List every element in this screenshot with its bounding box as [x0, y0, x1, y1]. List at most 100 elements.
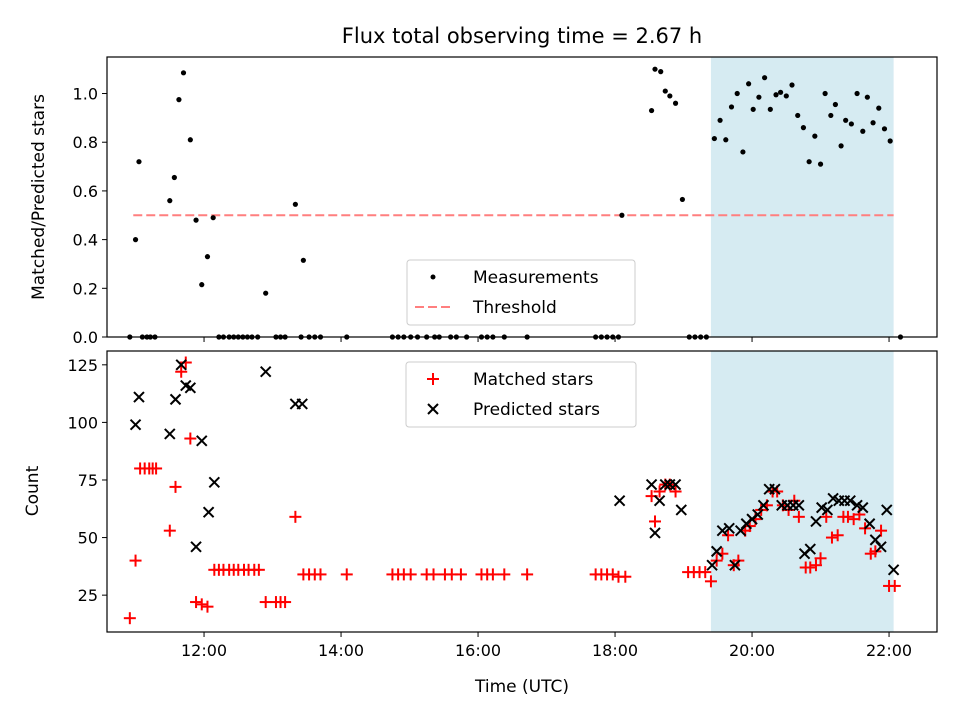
count-x-tick-label: 12:00	[181, 641, 227, 660]
measurement-point	[667, 93, 673, 99]
measurement-point	[658, 69, 664, 75]
predicted-point	[769, 483, 781, 495]
matched-point	[498, 568, 511, 581]
matched-point	[653, 485, 666, 498]
measurement-point	[711, 135, 717, 142]
chart-title: Flux total observing time = 2.67 h	[342, 24, 702, 48]
predicted-point	[757, 499, 770, 512]
count-points	[123, 356, 901, 625]
count-panel: 25 50 75 100 125 12:00 14:00 16:00 18:00 20:00 22…	[23, 350, 938, 697]
measurement-point	[263, 290, 269, 296]
measurement-point	[795, 112, 801, 119]
measurement-point	[887, 138, 893, 144]
measurement-point	[728, 104, 735, 110]
measurement-point	[828, 112, 834, 119]
measurement-point	[777, 89, 784, 95]
count-y-axis-label: Count	[23, 465, 43, 516]
measurement-point	[662, 88, 668, 94]
measurement-point	[750, 106, 756, 112]
count-x-tick-label: 22:00	[866, 641, 912, 660]
predicted-point	[659, 478, 671, 491]
measurement-point	[812, 133, 818, 139]
legend-measurements-label: Measurements	[473, 268, 599, 288]
predicted-point	[821, 504, 834, 516]
measurement-point	[176, 97, 182, 103]
matched-point	[875, 524, 888, 537]
measurement-point	[734, 90, 740, 97]
count-y-ticks: 25 50 75 100 125	[67, 356, 107, 605]
count-y-tick-label: 50	[78, 529, 98, 548]
measurement-point	[860, 128, 866, 134]
count-plot-frame	[106, 350, 938, 633]
measurement-point	[187, 137, 193, 143]
matched-point	[831, 529, 844, 542]
matched-point	[201, 600, 214, 613]
legend-predicted-label: Predicted stars	[473, 400, 600, 420]
matched-point	[123, 612, 136, 625]
matched-point	[704, 575, 717, 588]
matched-point	[792, 510, 805, 523]
count-x-tick-label: 14:00	[318, 641, 364, 660]
measurement-point	[773, 92, 779, 98]
count-x-ticks: 12:00 14:00 16:00 18:00 20:00 22:00	[181, 632, 912, 660]
matched-point	[179, 356, 192, 369]
matched-point	[869, 545, 882, 558]
legend-predicted-marker	[427, 403, 439, 415]
predicted-point	[716, 524, 729, 537]
predicted-point	[881, 504, 893, 516]
matched-point	[150, 462, 163, 475]
matched-point	[888, 579, 901, 592]
ratio-plot-frame	[106, 56, 938, 338]
observing-window-span-top	[710, 57, 894, 337]
measurement-point	[870, 120, 876, 126]
predicted-point	[129, 418, 142, 431]
measurement-point	[843, 117, 849, 123]
ratio-y-tick-label: 0.4	[73, 231, 98, 250]
matched-point	[252, 563, 265, 576]
measurement-point	[180, 70, 187, 76]
measurement-point	[838, 143, 844, 149]
count-legend-box	[405, 361, 637, 428]
x-axis-label: Time (UTC)	[474, 677, 569, 697]
measurement-point	[789, 82, 795, 88]
predicted-point	[613, 495, 626, 507]
measurement-point	[717, 117, 723, 123]
predicted-point	[208, 476, 221, 488]
count-y-tick-label: 25	[78, 586, 98, 605]
predicted-point	[857, 501, 869, 514]
measurement-point	[210, 215, 216, 221]
ratio-legend-box	[406, 259, 636, 326]
observing-window-span-bottom	[710, 351, 894, 632]
measurement-point	[679, 196, 686, 203]
matched-point	[427, 568, 440, 581]
count-y-tick-label: 75	[78, 471, 98, 490]
matched-point	[190, 596, 203, 609]
predicted-point	[675, 504, 687, 516]
measurement-point	[652, 66, 658, 72]
measurement-point	[292, 201, 298, 207]
measurement-point	[648, 107, 655, 114]
predicted-point	[175, 359, 187, 371]
predicted-point	[190, 541, 202, 553]
matched-point	[804, 561, 817, 574]
measurement-point	[204, 254, 211, 260]
measurement-point	[864, 94, 870, 100]
matched-point	[814, 552, 827, 565]
ratio-y-tick-label: 0.2	[73, 279, 98, 298]
measurement-point	[800, 125, 807, 131]
measurement-point	[193, 217, 199, 223]
matched-point	[486, 568, 499, 581]
count-y-tick-label: 125	[67, 356, 98, 375]
matched-point	[699, 566, 712, 579]
matched-point	[619, 570, 632, 583]
matched-point	[163, 524, 176, 537]
matched-point	[722, 529, 735, 542]
count-legend: Matched stars Predicted stars	[405, 361, 637, 428]
legend-matched-label: Matched stars	[473, 370, 593, 390]
measurement-point	[848, 121, 854, 127]
predicted-point	[649, 527, 661, 539]
count-x-tick-label: 16:00	[455, 641, 501, 660]
matched-point	[175, 365, 188, 378]
predicted-point	[887, 564, 900, 576]
measurement-point	[136, 159, 142, 165]
